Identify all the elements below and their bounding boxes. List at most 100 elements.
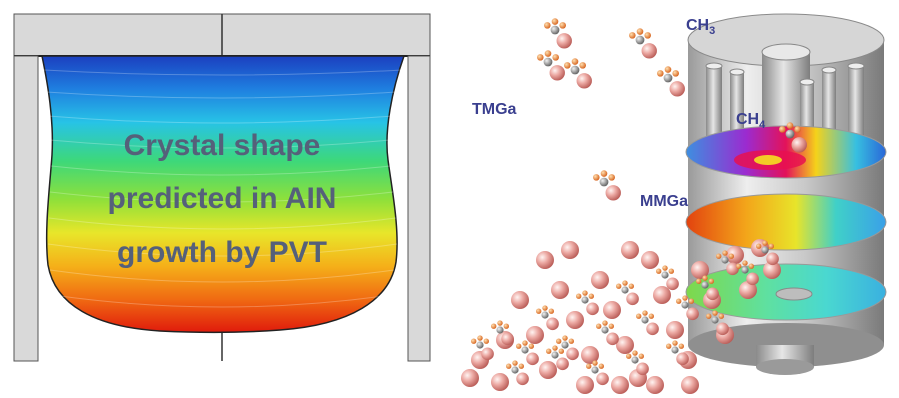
metal-atom: [606, 332, 619, 346]
metal-atom: [763, 261, 781, 279]
hydrogen-atom: [672, 340, 678, 346]
metal-atom: [549, 65, 565, 81]
carbon-atom: [663, 73, 673, 83]
hydrogen-atom: [512, 360, 518, 366]
metal-atom: [536, 251, 554, 269]
hydrogen-atom: [678, 343, 684, 349]
hydrogen-atom: [642, 310, 648, 316]
hydrogen-atom: [518, 363, 524, 369]
metal-atom: [581, 346, 599, 364]
metal-atom: [766, 252, 779, 266]
hydrogen-atom: [682, 295, 688, 301]
hydrogen-atom: [536, 308, 542, 314]
hydrogen-atom: [656, 268, 662, 274]
crucible-left-wall: [13, 55, 39, 362]
metal-atom: [636, 362, 649, 376]
hydrogen-atom: [477, 335, 483, 341]
metal-atom: [501, 332, 514, 346]
metal-atom: [511, 291, 529, 309]
label-mmga: MMGa: [640, 193, 688, 210]
metal-atom: [491, 373, 509, 391]
hydrogen-atom: [666, 343, 672, 349]
hydrogen-atom: [718, 313, 724, 319]
label-tmga: TMGa: [472, 101, 517, 118]
hydrogen-atom: [768, 243, 774, 249]
metal-atom: [461, 369, 479, 387]
carbon-atom: [550, 25, 560, 35]
hydrogen-atom: [648, 313, 654, 319]
hydrogen-atom: [559, 22, 566, 29]
hydrogen-atom: [586, 363, 592, 369]
hydrogen-atom: [756, 243, 762, 249]
hydrogen-atom: [628, 283, 634, 289]
hydrogen-atom: [564, 62, 571, 69]
metal-atom: [706, 287, 719, 301]
hydrogen-atom: [506, 363, 512, 369]
hydrogen-atom: [712, 310, 718, 316]
hydrogen-atom: [626, 353, 632, 359]
hydrogen-atom: [676, 298, 682, 304]
carbon-atom: [741, 266, 749, 274]
hydrogen-atom: [616, 283, 622, 289]
hydrogen-atom: [702, 275, 708, 281]
crucible-right-wall: [407, 55, 431, 362]
hydrogen-atom: [672, 70, 679, 77]
hydrogen-atom: [636, 28, 644, 35]
hydrogen-atom: [664, 66, 672, 73]
metal-atom: [716, 322, 729, 336]
hydrogen-atom: [544, 50, 552, 57]
metal-atom: [596, 372, 609, 386]
hydrogen-atom: [582, 290, 588, 296]
label-ch4: CH4: [736, 111, 766, 131]
carbon-atom: [591, 366, 599, 374]
hydrogen-atom: [794, 126, 801, 133]
metal-atom: [566, 347, 579, 361]
carbon-atom: [635, 35, 645, 45]
hydrogen-atom: [786, 122, 794, 129]
hydrogen-atom: [748, 263, 754, 269]
hydrogen-atom: [742, 260, 748, 266]
reactor-panel: TMGa CH3 CH4 MMGa: [461, 13, 887, 394]
metal-atom: [646, 322, 659, 336]
hydrogen-atom: [576, 293, 582, 299]
crystal-body: [41, 55, 406, 334]
temperature-disk-middle: [685, 193, 887, 251]
metal-atom: [739, 281, 757, 299]
hydrogen-atom: [716, 253, 722, 259]
metal-atom: [746, 272, 759, 286]
carbon-atom: [721, 256, 729, 264]
hydrogen-atom: [503, 323, 509, 329]
hydrogen-atom: [728, 253, 734, 259]
hydrogen-atom: [602, 320, 608, 326]
carbon-atom: [671, 346, 679, 354]
disk-center-hole: [775, 287, 813, 301]
carbon-atom: [570, 65, 580, 75]
metal-atom: [646, 376, 664, 394]
metal-atom: [591, 271, 609, 289]
hydrogen-atom: [593, 174, 600, 181]
carbon-atom: [561, 341, 569, 349]
metal-atom: [676, 352, 689, 366]
hydrogen-atom: [552, 54, 559, 61]
hydrogen-atom: [629, 32, 636, 39]
carbon-atom: [496, 326, 504, 334]
hydrogen-atom: [571, 58, 579, 65]
metal-atom: [556, 357, 569, 371]
hydrogen-atom: [528, 343, 534, 349]
hydrogen-atom: [598, 363, 604, 369]
carbon-atom: [511, 366, 519, 374]
hydrogen-atom: [579, 62, 586, 69]
carbon-atom: [761, 246, 769, 254]
hydrogen-atom: [636, 313, 642, 319]
carbon-atom: [599, 177, 609, 187]
metal-atom: [526, 352, 539, 366]
hydrogen-atom: [552, 345, 558, 351]
metal-atom: [616, 336, 634, 354]
metal-atom: [551, 281, 569, 299]
hydrogen-atom: [688, 298, 694, 304]
metal-atom: [641, 251, 659, 269]
caption-line-2: predicted in AIN: [108, 182, 337, 215]
carbon-atom: [681, 301, 689, 309]
hydrogen-atom: [608, 174, 615, 181]
hydrogen-atom: [522, 340, 528, 346]
